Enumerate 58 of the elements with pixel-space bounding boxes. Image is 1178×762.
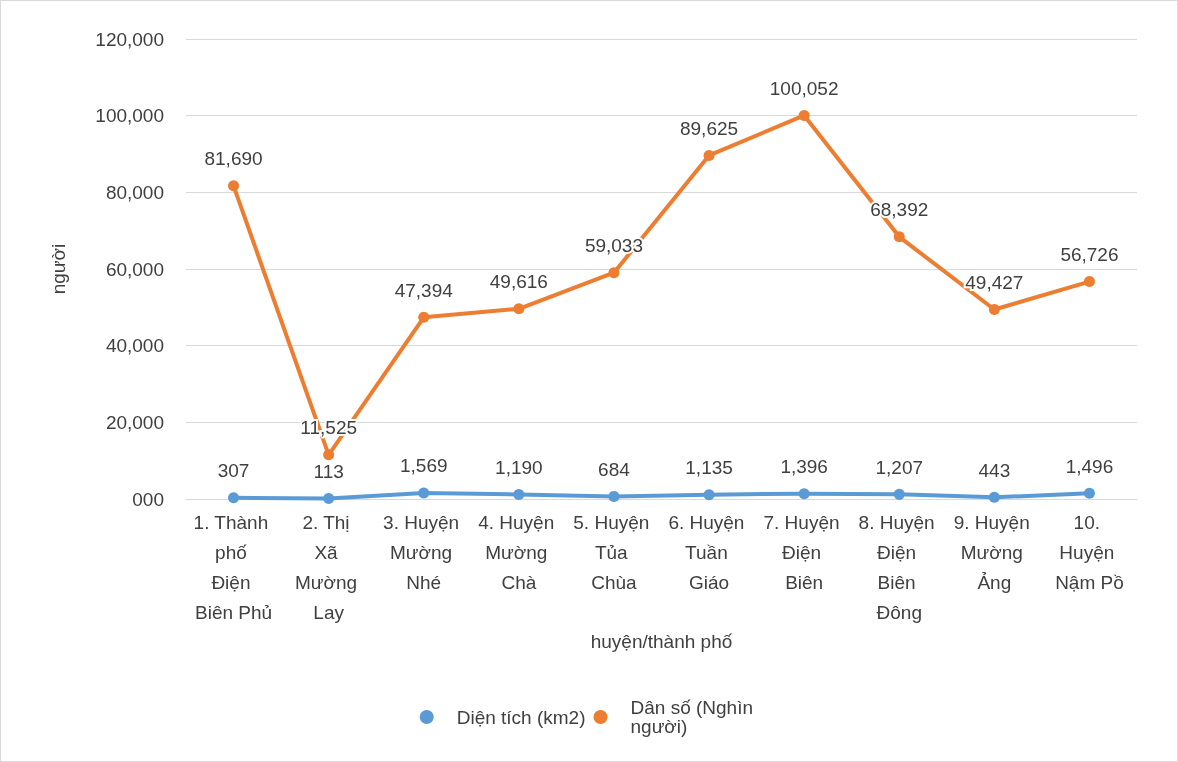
y-tick-label: 120,000: [95, 28, 164, 50]
data-label: 81,690: [204, 148, 263, 170]
point: [513, 488, 525, 500]
point: [893, 488, 905, 500]
point: [1083, 276, 1095, 288]
x-tick-label: 4. Huyện Mường Chà: [478, 511, 560, 593]
point: [988, 304, 1000, 316]
point: [418, 311, 430, 323]
data-label: 1,496: [1065, 455, 1114, 477]
x-tick-label: 2. Thị Xã Mường Lay: [294, 511, 363, 623]
data-label: 56,726: [1060, 244, 1119, 266]
point: [228, 492, 240, 504]
x-tick-label: 8. Huyện Điện Biên Đông: [858, 511, 940, 623]
data-label: 684: [598, 458, 631, 480]
data-label: 49,427: [965, 272, 1024, 294]
point: [893, 231, 905, 243]
x-tick-label: 5. Huyện Tủa Chùa: [573, 511, 655, 593]
data-label: 47,394: [394, 279, 454, 301]
point: [228, 180, 240, 192]
data-label: 1,135: [685, 457, 733, 479]
x-tick-label: 7. Huyện Điện Biên: [763, 511, 845, 593]
data-label: 89,625: [679, 117, 739, 139]
data-label: 113: [313, 461, 344, 483]
point: [323, 449, 335, 461]
legend-label: Dân số (Nghìn người): [630, 697, 759, 737]
data-label: 1,207: [875, 456, 924, 478]
data-label: 1,190: [495, 456, 543, 478]
point: [608, 490, 620, 502]
point: [608, 267, 620, 279]
data-label: 307: [217, 460, 250, 482]
point: [323, 493, 335, 505]
legend-label: Diện tích (km2): [456, 706, 586, 728]
y-tick-label: 20,000: [105, 411, 164, 433]
point: [703, 489, 715, 501]
x-axis-title: huyện/thành phố: [590, 630, 733, 652]
y-tick-label: 80,000: [105, 181, 164, 203]
x-tick-label: 6. Huyện Tuần Giáo: [668, 511, 750, 593]
point: [798, 488, 810, 500]
y-tick-label: 40,000: [105, 335, 164, 357]
data-label: 443: [978, 459, 1011, 481]
point: [988, 491, 1000, 503]
y-tick-label: 100,000: [95, 105, 164, 127]
data-label: 49,616: [489, 271, 548, 293]
data-label: 1,396: [780, 456, 828, 478]
x-tick-label: 10. Huyện Nậm Pồ: [1055, 511, 1124, 593]
point: [1083, 487, 1095, 499]
data-label: 100,052: [769, 77, 839, 99]
x-tick-label: 1. Thành phố Điện Biên Phủ: [193, 511, 274, 623]
point: [798, 109, 810, 121]
point: [418, 487, 430, 499]
data-label: 1,569: [399, 455, 448, 477]
y-tick-label: 000: [132, 488, 164, 510]
x-tick-label: 3. Huyện Mường Nhé: [383, 511, 465, 593]
y-axis-title: người: [48, 243, 69, 295]
x-tick-label: 9. Huyện Mường Ảng: [953, 511, 1036, 593]
y-tick-label: 60,000: [105, 258, 164, 280]
point: [703, 149, 715, 161]
point: [513, 303, 525, 315]
